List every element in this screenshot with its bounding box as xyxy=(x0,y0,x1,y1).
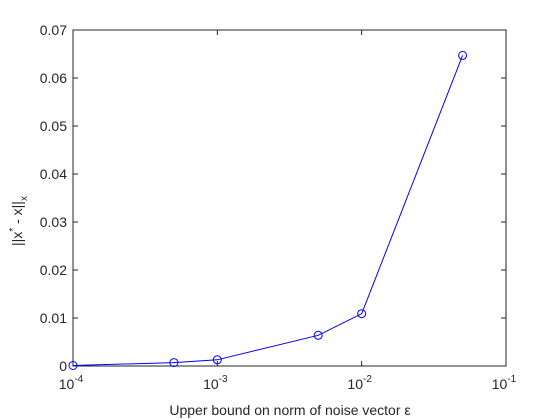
series-line xyxy=(72,55,464,366)
y-tick-label: 0.01 xyxy=(40,310,67,326)
y-tick-label: 0 xyxy=(59,358,67,374)
x-tick-label: 10-4 xyxy=(59,374,84,392)
ticks: 0 0.01 0.02 0.03 0.04 0.05 0.06 0.07 10-4 10-3 10-… xyxy=(40,22,517,392)
y-tick-label: 0.05 xyxy=(40,118,67,134)
data-point-marker xyxy=(357,309,367,319)
y-tick-label: 0.03 xyxy=(40,214,67,230)
data-point-marker xyxy=(169,358,179,368)
data-point-marker xyxy=(458,50,468,60)
x-tick-label: 10-1 xyxy=(492,374,517,392)
x-tick-label: 10-2 xyxy=(347,374,372,392)
plot-area xyxy=(73,30,506,366)
axes xyxy=(72,29,507,367)
data-point-marker xyxy=(68,361,78,370)
y-tick-label: 0.02 xyxy=(40,262,67,278)
x-axis-label: Upper bound on norm of noise vector ε xyxy=(169,402,410,418)
series-layer xyxy=(68,50,468,370)
axes-box xyxy=(72,29,507,367)
y-axis-label-mid: - x|| xyxy=(9,201,25,228)
y-tick-label: 0.04 xyxy=(40,166,67,182)
y-tick-label: 0.06 xyxy=(40,70,67,86)
data-point-marker xyxy=(313,330,323,340)
y-axis-label-sub: x xyxy=(19,196,30,201)
data-point-marker xyxy=(212,355,222,365)
y-axis-label: ||x* - x||x xyxy=(8,196,30,246)
y-axis-label-sup: * xyxy=(8,228,19,232)
y-axis-label-base: ||x xyxy=(9,232,25,246)
y-tick-label: 0.07 xyxy=(40,22,67,38)
x-tick-label: 10-3 xyxy=(203,374,228,392)
